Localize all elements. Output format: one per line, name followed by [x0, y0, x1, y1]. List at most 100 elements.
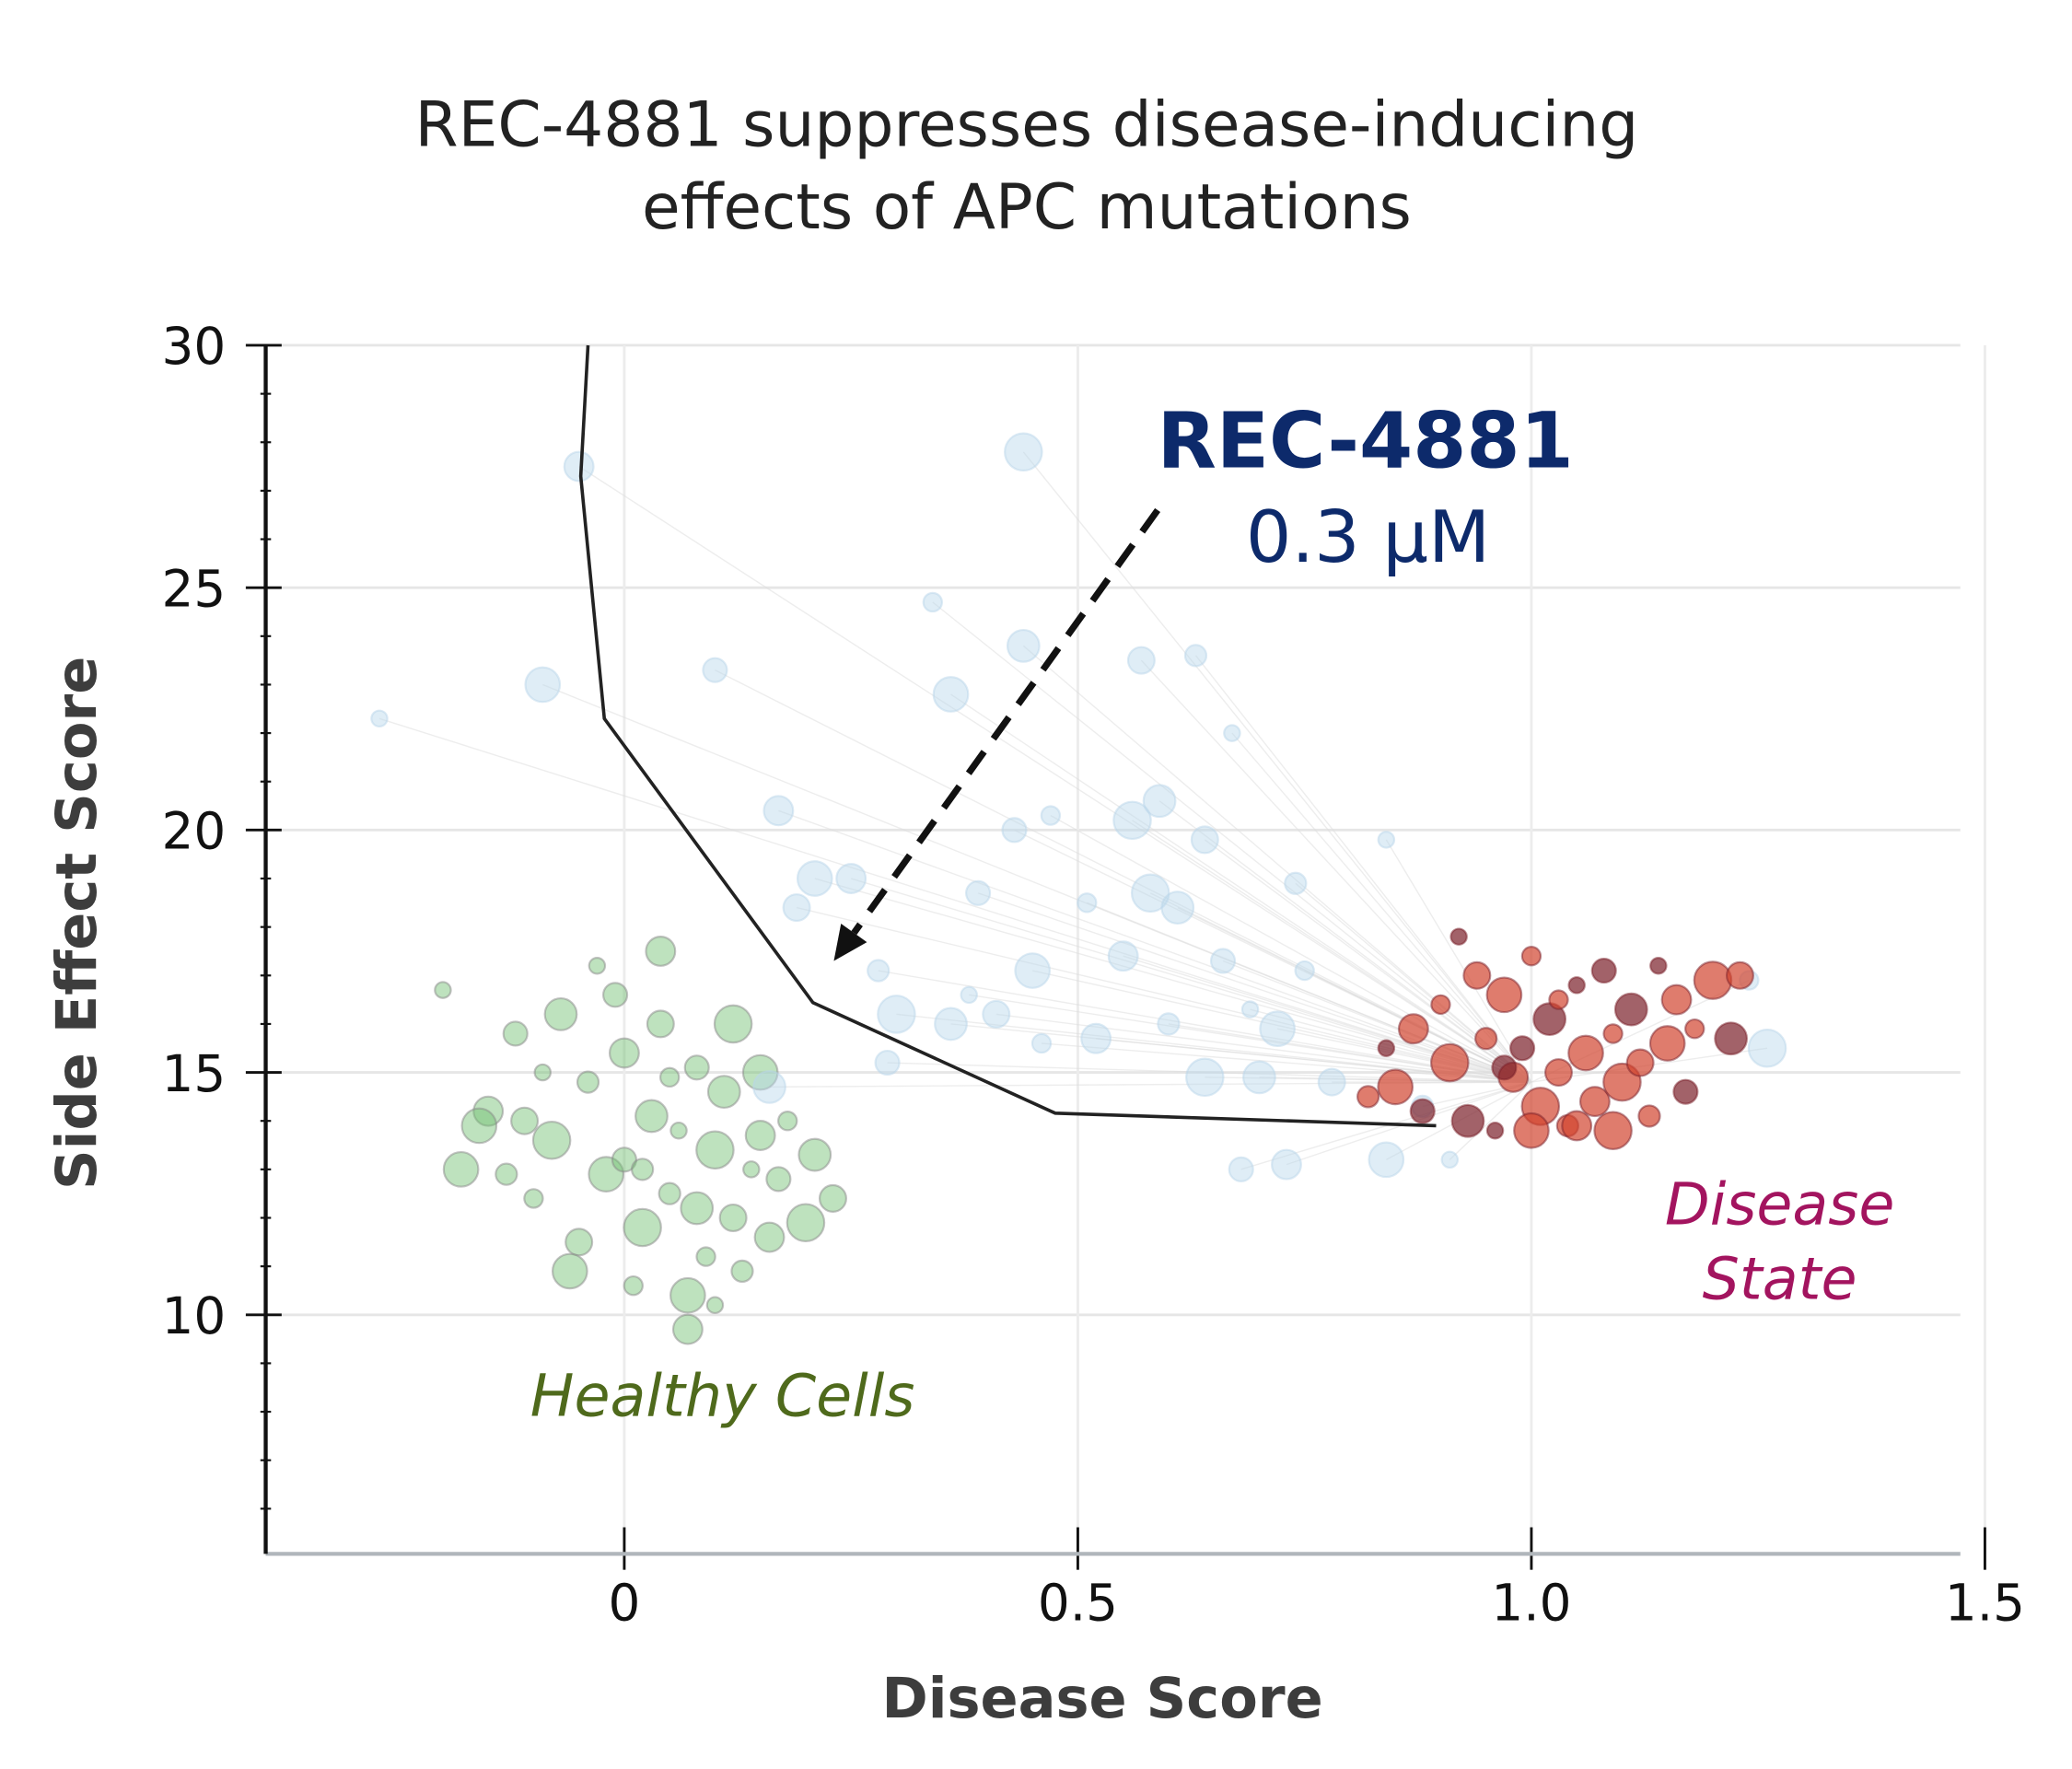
compound-point — [1157, 1012, 1181, 1036]
compound-point — [524, 666, 562, 704]
healthy-point — [695, 1130, 735, 1170]
healthy-point — [713, 1004, 753, 1044]
compound-point — [1160, 890, 1195, 925]
disease-point — [1672, 1078, 1699, 1105]
trajectory-link — [1222, 960, 1532, 1083]
disease-point — [1684, 1018, 1705, 1040]
healthy-point — [753, 1221, 786, 1253]
disease-point — [1430, 994, 1451, 1016]
disease-point — [1613, 992, 1648, 1027]
healthy-point — [634, 1099, 669, 1134]
disease-point — [1356, 1085, 1380, 1109]
disease-point — [1561, 1110, 1593, 1142]
healthy-point — [706, 1075, 741, 1110]
compound-point — [932, 676, 970, 713]
disease-point — [1409, 1098, 1436, 1124]
trajectory-link — [1050, 814, 1532, 1083]
disease-state-label-line-2: State — [1703, 1244, 1857, 1312]
compound-point — [867, 959, 890, 983]
disease-point — [1714, 1021, 1749, 1056]
trajectory-link — [378, 717, 1532, 1083]
healthy-point — [658, 1181, 681, 1205]
healthy-point — [623, 1207, 662, 1248]
trajectory-link — [814, 878, 1532, 1083]
disease-point — [1485, 1122, 1505, 1140]
healthy-point — [434, 981, 452, 999]
trajectory-link — [887, 1062, 1531, 1083]
disease-point — [1548, 989, 1569, 1010]
compound-point — [934, 1007, 968, 1042]
healthy-point — [786, 1203, 826, 1243]
trajectory-link — [796, 906, 1532, 1083]
compound-point — [960, 985, 978, 1005]
trajectory-link — [1231, 732, 1532, 1083]
disease-point — [1462, 960, 1492, 990]
trajectory-link — [850, 878, 1532, 1083]
healthy-point — [531, 1120, 572, 1160]
compound-point — [1317, 1067, 1346, 1097]
compound-point — [1077, 892, 1098, 914]
healthy-point — [608, 1037, 640, 1069]
disease-point — [1513, 1111, 1550, 1149]
healthy-point — [510, 1106, 540, 1135]
x-tick-label: 1.0 — [1491, 1573, 1571, 1632]
trajectory-link — [1449, 1081, 1532, 1160]
trajectory-link — [1295, 882, 1532, 1083]
compound-point — [1294, 960, 1315, 982]
y-tick-label: 20 — [162, 802, 227, 861]
compound-point — [1004, 432, 1043, 472]
compound-point — [563, 450, 595, 483]
y-tick-label: 10 — [162, 1286, 227, 1345]
disease-point — [1590, 957, 1617, 984]
disease-point — [1397, 1013, 1429, 1045]
healthy-point — [631, 1158, 655, 1181]
compound-point — [835, 863, 867, 894]
healthy-point — [645, 936, 677, 967]
trajectory-link — [1132, 820, 1532, 1083]
compound-point — [1112, 800, 1152, 841]
healthy-point — [695, 1246, 716, 1267]
disease-point — [1567, 976, 1586, 995]
compound-point — [1183, 644, 1208, 668]
compound-point — [1080, 1022, 1112, 1054]
grid — [265, 343, 1986, 1554]
compound-point — [1377, 831, 1396, 849]
healthy-point — [818, 1183, 847, 1213]
compound-point — [370, 709, 389, 728]
healthy-point — [551, 1252, 588, 1290]
disease-point — [1430, 1042, 1470, 1083]
disease-point — [1449, 927, 1468, 946]
healthy-point — [523, 1188, 544, 1209]
disease-point — [1578, 1086, 1611, 1118]
compound-point — [762, 795, 795, 827]
y-tick-label: 15 — [162, 1044, 227, 1103]
disease-point — [1450, 1103, 1485, 1138]
healthy-point — [765, 1166, 792, 1193]
compound-point — [1228, 1156, 1254, 1182]
healthy-point — [602, 982, 629, 1008]
trajectory-link — [1194, 655, 1532, 1083]
disease-point — [1377, 1068, 1414, 1106]
disease-point — [1377, 1039, 1396, 1057]
disease-point — [1485, 976, 1523, 1014]
disease-point — [1520, 946, 1542, 967]
compound-point — [1040, 805, 1062, 826]
healthy-point — [576, 1070, 600, 1094]
healthy-point — [588, 957, 607, 975]
disease-point — [1649, 957, 1668, 975]
compound-point — [1259, 1010, 1296, 1048]
disease-point — [1693, 960, 1733, 1000]
trajectory-link — [950, 693, 1532, 1083]
y-tick-label: 25 — [162, 559, 227, 618]
disease-point — [1725, 960, 1754, 990]
compound-point — [965, 879, 992, 906]
healthy-point — [533, 1063, 553, 1082]
compound-point — [874, 1049, 901, 1077]
disease-point — [1567, 1034, 1604, 1072]
healthy-point — [543, 997, 578, 1031]
compound-point — [1368, 1141, 1405, 1179]
disease-point — [1637, 1104, 1661, 1128]
compound-point — [782, 893, 811, 923]
compound-point — [1014, 952, 1052, 989]
